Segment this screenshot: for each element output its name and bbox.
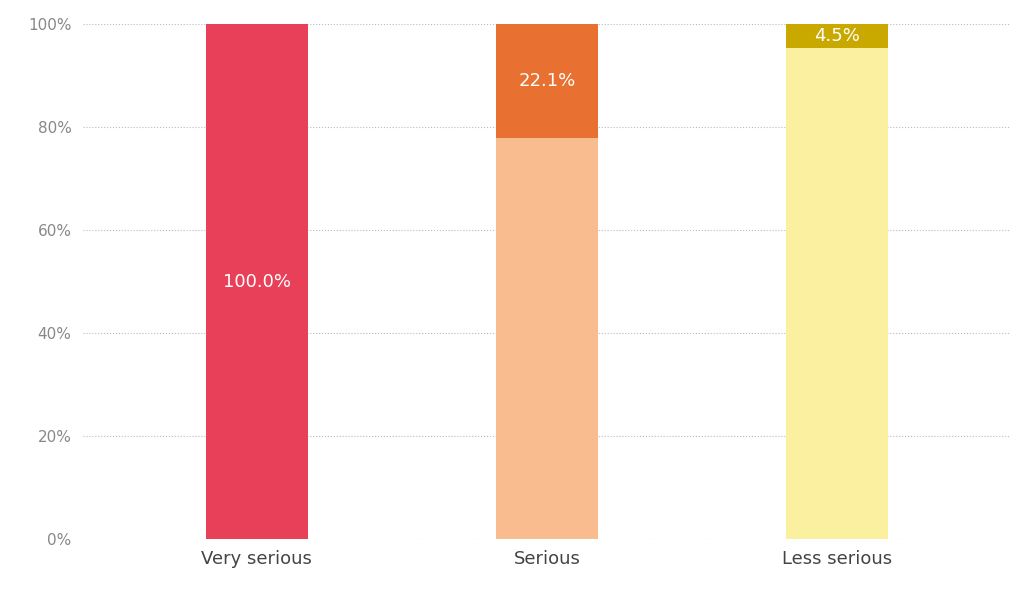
Bar	[496, 138, 598, 539]
Bar	[496, 24, 598, 138]
Bar	[206, 24, 308, 539]
Text: 4.5%: 4.5%	[814, 27, 860, 45]
Bar	[786, 24, 888, 48]
Bar	[786, 48, 888, 539]
Text: 22.1%: 22.1%	[518, 72, 576, 91]
Text: 100.0%: 100.0%	[223, 272, 291, 291]
